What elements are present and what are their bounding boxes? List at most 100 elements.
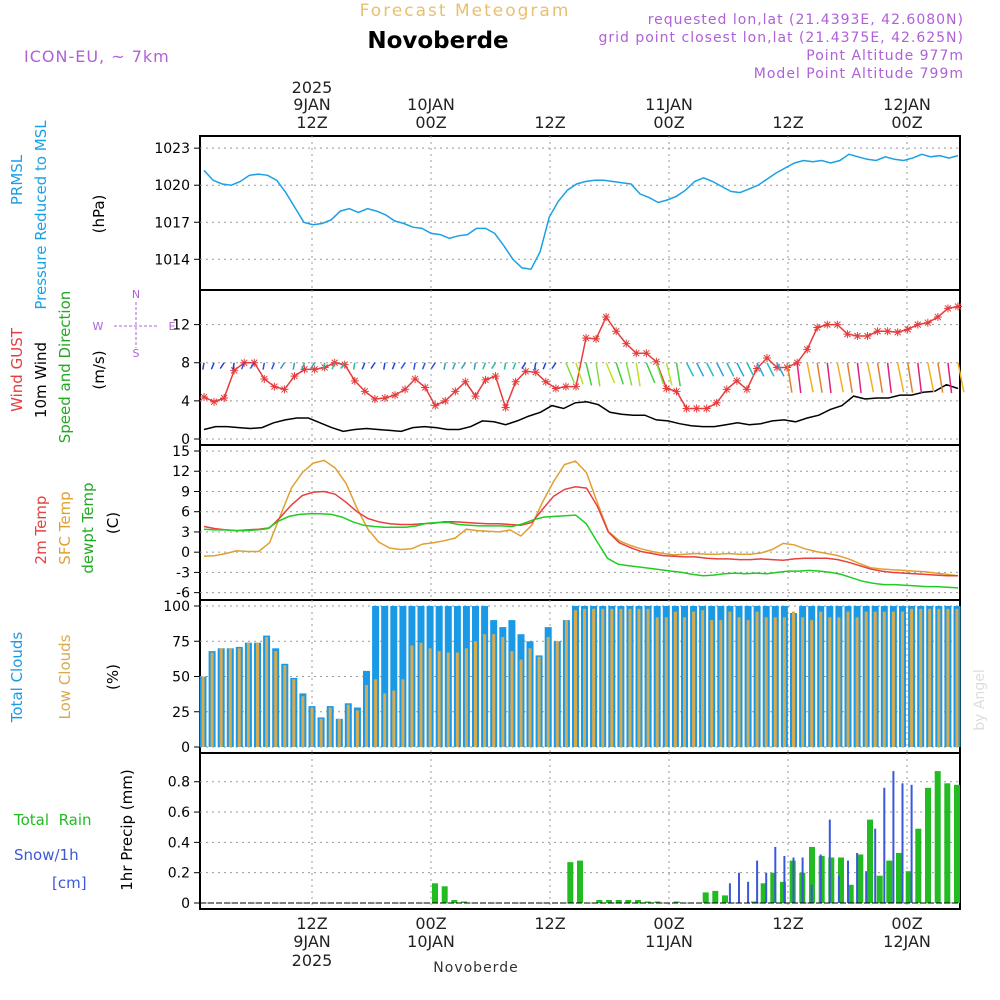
low-clouds-bar xyxy=(637,608,641,747)
bottom-time-year: 2025 xyxy=(292,951,333,970)
low-clouds-bar xyxy=(873,611,877,747)
low-clouds-bar xyxy=(719,620,723,747)
bottom-time-hour: 00Z xyxy=(415,914,446,933)
wind-direction-arrow xyxy=(383,362,386,370)
rain-bar xyxy=(625,900,632,903)
low-clouds-bar xyxy=(437,651,441,747)
top-time-hour: 12Z xyxy=(296,113,327,132)
wind-direction-arrow xyxy=(866,362,875,393)
low-clouds-bar xyxy=(755,611,759,747)
wind-direction-arrow xyxy=(876,362,884,393)
wind-direction-arrow xyxy=(473,362,477,370)
temperature-panel-ytick-label: 6 xyxy=(181,505,190,521)
dewpt-label: dewpt Temp xyxy=(79,482,97,573)
low-clouds-bar xyxy=(882,611,886,747)
wind-panel-ytick-label: 4 xyxy=(181,394,190,410)
gust-marker xyxy=(833,320,842,329)
snow-bar xyxy=(765,872,768,903)
precip-unit: 1hr Precip (mm) xyxy=(118,769,136,890)
gust-marker xyxy=(742,385,751,394)
low-clouds-bar xyxy=(537,656,541,747)
gust-marker xyxy=(883,327,892,336)
gust-marker xyxy=(793,358,802,367)
low-clouds-bar xyxy=(919,608,923,747)
low-clouds-bar xyxy=(564,620,568,747)
precip-panel-ytick-label: 0 xyxy=(181,896,190,912)
snow-bar xyxy=(828,819,831,903)
gust-marker xyxy=(330,358,339,367)
gust-marker xyxy=(863,332,872,341)
low-clouds-bar xyxy=(210,652,214,747)
low-clouds-label: Low Clouds xyxy=(56,634,74,719)
low-clouds-bar xyxy=(574,610,577,747)
bottom-time-date: 12JAN xyxy=(883,932,931,951)
wind-direction-arrow xyxy=(766,362,775,377)
low-clouds-bar xyxy=(292,679,296,747)
bottom-time-hour: 12Z xyxy=(296,914,327,933)
low-clouds-bar xyxy=(428,648,432,747)
low-clouds-bar xyxy=(646,608,650,747)
pressure-unit: (hPa) xyxy=(90,195,108,234)
rain-bar xyxy=(461,901,467,903)
low-clouds-bar xyxy=(764,617,768,747)
wind-direction-arrow xyxy=(521,362,527,369)
pressure-label-short: PRMSL xyxy=(8,154,26,205)
rain-bar xyxy=(770,872,777,903)
bottom-time-hour: 12Z xyxy=(534,914,565,933)
wind-dir-label: Speed and Direction xyxy=(56,291,74,444)
gust-marker xyxy=(421,383,430,392)
dewpt-line xyxy=(203,512,959,589)
requested-coords: requested lon,lat (21.4393E, 42.6080N) xyxy=(648,12,964,28)
gust-marker xyxy=(401,385,410,394)
low-clouds-bar xyxy=(710,620,714,747)
wind-direction-arrow xyxy=(645,362,656,384)
wind-direction-arrow xyxy=(695,362,705,377)
rain-bar xyxy=(896,853,902,903)
low-clouds-bar xyxy=(846,611,850,747)
low-clouds-bar xyxy=(583,608,586,747)
rain-bar xyxy=(654,901,661,903)
precip-panel-ytick-label: 0.4 xyxy=(168,835,190,851)
low-clouds-bar xyxy=(855,617,859,747)
compass-w: W xyxy=(93,320,104,333)
precip-panel-ytick-label: 0.2 xyxy=(168,866,190,882)
pressure-line xyxy=(203,153,959,271)
wind-direction-arrow xyxy=(716,362,725,377)
snow-bar xyxy=(856,853,859,903)
gust-marker xyxy=(551,384,560,393)
precip-panel-ytick-label: 0.6 xyxy=(168,805,190,821)
wind-direction-arrow xyxy=(512,362,517,370)
gust-marker xyxy=(712,398,721,407)
low-clouds-bar xyxy=(773,617,777,747)
low-clouds-bar xyxy=(546,637,550,747)
wind-direction-arrow xyxy=(460,362,467,369)
top-time-date: 9JAN xyxy=(293,95,331,114)
temperature-panel-ytick-label: 0 xyxy=(181,545,190,561)
rain-bar xyxy=(828,857,835,903)
wind-direction-arrow xyxy=(635,362,641,387)
wind-direction-arrow xyxy=(542,362,547,370)
rain-bar xyxy=(451,900,458,903)
low-clouds-bar xyxy=(692,611,696,747)
rain-bar xyxy=(615,900,622,903)
bottom-time-date: 11JAN xyxy=(645,932,693,951)
rain-bar xyxy=(847,884,854,903)
compass-e: E xyxy=(169,320,176,333)
total-clouds-bar xyxy=(399,606,407,747)
total-clouds-bar xyxy=(390,606,398,747)
location-title: Novoberde xyxy=(367,28,508,54)
gust-marker xyxy=(672,387,681,396)
rain-bar xyxy=(925,787,931,903)
credit-watermark: by Angel xyxy=(972,669,988,730)
wind-direction-arrow xyxy=(503,362,507,370)
low-clouds-bar xyxy=(301,696,305,747)
wind-direction-arrow xyxy=(846,362,853,393)
gust-marker xyxy=(290,372,299,381)
temperature-panel-ytick-label: 12 xyxy=(172,464,190,480)
low-clouds-bar xyxy=(410,645,414,747)
gust-marker xyxy=(662,384,671,393)
snow-bar xyxy=(883,787,886,903)
rain-bar xyxy=(944,783,951,903)
snow-bar xyxy=(728,883,731,903)
low-clouds-bar xyxy=(510,651,514,747)
